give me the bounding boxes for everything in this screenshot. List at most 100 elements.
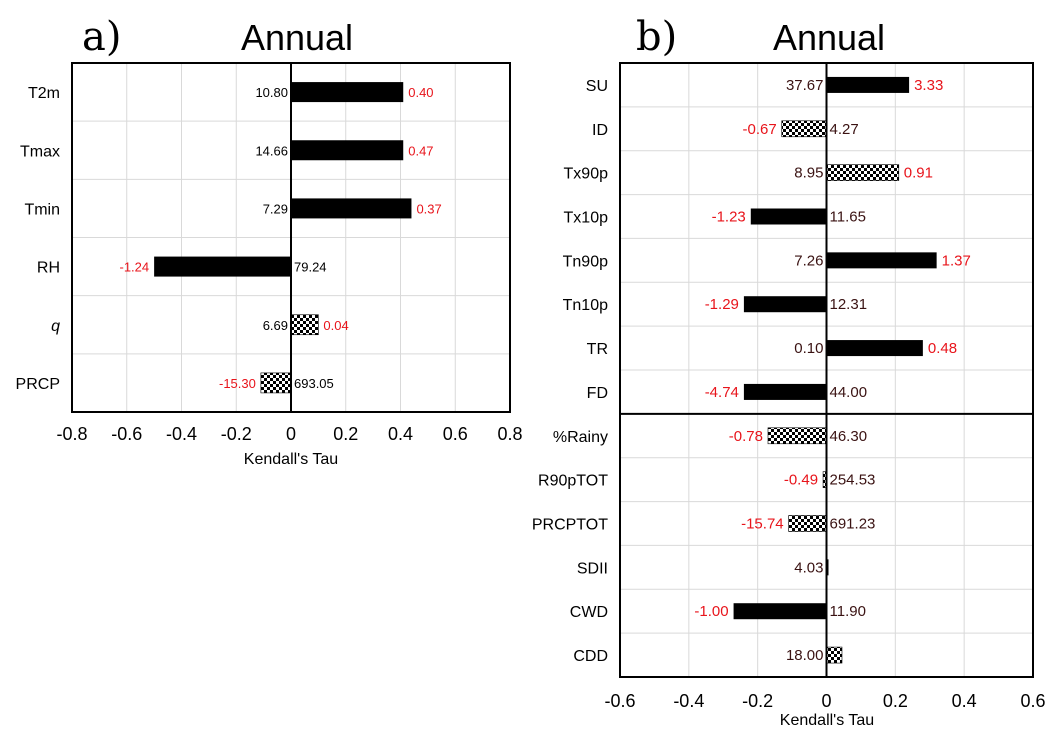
bar-tr [826, 340, 923, 357]
bar-tx90p [826, 164, 900, 181]
trend-label: -15.74 [741, 516, 784, 533]
trend-label: 0.48 [928, 340, 957, 357]
mean-label: 11.90 [830, 603, 866, 620]
bar-tx10p [750, 208, 827, 225]
x-tick-label: 0 [286, 424, 296, 444]
mean-label: 0.10 [794, 340, 823, 357]
category-label: Tmax [20, 143, 60, 160]
mean-label: 11.65 [830, 209, 866, 226]
x-tick-label: -0.6 [111, 424, 142, 444]
category-label: CDD [573, 648, 608, 665]
bar-cdd [826, 646, 843, 664]
category-label: Tn90p [563, 253, 608, 270]
chart-a-frame [71, 62, 511, 413]
bar-q [290, 314, 319, 336]
category-label: Tn10p [563, 297, 608, 314]
mean-label: 37.67 [786, 77, 824, 94]
chart-b-title: Annual [773, 17, 885, 58]
trend-label: -0.49 [784, 472, 818, 489]
bar-rainy [767, 427, 827, 445]
bar-prcp [260, 372, 292, 394]
x-tick-label: -0.4 [673, 691, 704, 711]
bar-rh [154, 256, 291, 277]
trend-label: -1.23 [712, 209, 746, 226]
category-label: TR [587, 341, 608, 358]
chart-a-bars [154, 82, 412, 394]
trend-label: 0.37 [416, 201, 441, 216]
trend-label: 0.04 [323, 318, 348, 333]
mean-label: 7.26 [794, 252, 823, 269]
chart-b-x-axis-label: Kendall's Tau [780, 712, 874, 729]
bar-tn10p [743, 296, 827, 313]
trend-label: 1.37 [942, 252, 971, 269]
mean-label: 46.30 [830, 428, 868, 445]
category-label: q [51, 318, 60, 335]
mean-label: 4.27 [830, 121, 859, 138]
bar-id [781, 120, 827, 138]
x-tick-label: -0.8 [56, 424, 87, 444]
category-label: ID [592, 122, 608, 139]
chart-b-bars [733, 76, 937, 664]
x-tick-label: 0 [821, 691, 831, 711]
x-tick-label: -0.4 [166, 424, 197, 444]
mean-label: 6.69 [263, 318, 288, 333]
trend-label: 0.47 [408, 143, 433, 158]
category-label: R90pTOT [538, 473, 608, 490]
mean-label: 18.00 [786, 647, 824, 664]
mean-label: 4.03 [794, 559, 823, 576]
category-label: RH [37, 260, 60, 277]
x-tick-label: -0.2 [221, 424, 252, 444]
category-label: PRCPTOT [532, 517, 608, 534]
bar-cwd [733, 603, 827, 620]
category-label: PRCP [16, 376, 60, 393]
x-tick-label: -0.2 [742, 691, 773, 711]
trend-label: 0.40 [408, 85, 433, 100]
trend-label: 0.91 [904, 165, 933, 182]
bar-t2m [291, 82, 404, 103]
category-label: Tx10p [564, 210, 609, 227]
x-tick-label: 0.2 [883, 691, 908, 711]
mean-label: 10.80 [255, 85, 288, 100]
x-tick-label: -0.6 [604, 691, 635, 711]
bar-tmax [291, 140, 404, 161]
category-label: FD [587, 385, 608, 402]
trend-label: -1.29 [705, 296, 739, 313]
category-label: T2m [28, 85, 60, 102]
x-tick-label: 0.4 [388, 424, 413, 444]
trend-label: -4.74 [705, 384, 739, 401]
chart-b-labels: SU 37.67 3.33 ID 4.27 -0.67 Tx90p 8.95 0.91 Tx10p… [532, 77, 971, 665]
bar-tn90p [826, 252, 937, 269]
mean-label: 79.24 [294, 260, 327, 275]
chart-a-x-axis-label: Kendall's Tau [244, 451, 338, 468]
category-label: SU [586, 78, 608, 95]
chart-b-panel-label: b) [636, 14, 677, 60]
chart-a-x-ticks: -0.8 -0.6 -0.4 -0.2 0 0.2 0.4 0.6 0.8 [56, 424, 522, 444]
mean-label: 693.05 [294, 376, 334, 391]
chart-a-panel-label: a) [82, 14, 121, 60]
trend-label: -0.67 [743, 121, 777, 138]
trend-label: 3.33 [914, 77, 943, 94]
chart-a-title: Annual [241, 17, 353, 58]
chart-b-frame [619, 62, 1034, 678]
mean-label: 44.00 [830, 384, 868, 401]
chart-b-x-ticks: -0.6 -0.4 -0.2 0 0.2 0.4 0.6 [604, 691, 1045, 711]
category-label: %Rainy [553, 429, 608, 446]
mean-label: 7.29 [263, 201, 288, 216]
mean-label: 8.95 [794, 165, 823, 182]
bar-su [826, 76, 910, 93]
bar-tmin [291, 198, 412, 219]
chart-b: b) Annual SU 37.67 3.33 ID 4.27 -0.67 Tx90p 8.9… [532, 14, 1046, 729]
bar-prcptot [788, 515, 827, 532]
bar-fd [743, 383, 827, 400]
chart-a-labels: T2m 10.80 0.40 Tmax 14.66 0.47 Tmin 7.29 0.37 RH 7… [16, 85, 442, 393]
category-label: Tmin [24, 201, 60, 218]
category-label: SDII [577, 560, 608, 577]
category-label: CWD [570, 604, 608, 621]
x-tick-label: 0.4 [952, 691, 977, 711]
trend-label: -0.78 [729, 428, 763, 445]
x-tick-label: 0.8 [497, 424, 522, 444]
trend-label: -1.00 [694, 603, 728, 620]
mean-label: 12.31 [830, 296, 868, 313]
